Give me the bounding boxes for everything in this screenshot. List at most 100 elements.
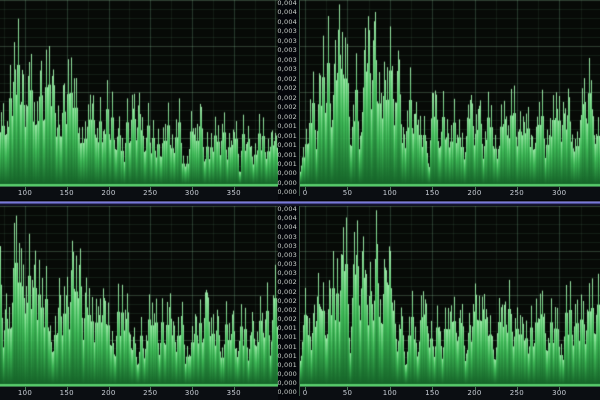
time-tick-label: 0 bbox=[302, 389, 308, 397]
waveform-canvas-bottom-left[interactable] bbox=[0, 206, 278, 386]
amplitude-tick-label: 0,001 bbox=[277, 122, 297, 131]
time-tick-label: 300 bbox=[552, 389, 567, 397]
amplitude-tick-label: 0,003 bbox=[277, 241, 297, 250]
time-tick-mark bbox=[25, 387, 27, 390]
amplitude-tick-label: 0,002 bbox=[277, 74, 297, 83]
waveform-canvas-top-right[interactable] bbox=[300, 0, 600, 186]
time-tick-label: 200 bbox=[467, 189, 482, 197]
amplitude-tick-label: 0,001 bbox=[277, 324, 297, 333]
time-tick-label: 150 bbox=[59, 189, 74, 197]
time-tick-label: 100 bbox=[382, 389, 397, 397]
waveform-canvas-bottom-right[interactable] bbox=[300, 206, 600, 386]
time-tick-mark bbox=[192, 187, 193, 190]
amplitude-tick-label: 0,000 bbox=[277, 379, 297, 388]
amplitude-tick-label: 0,004 bbox=[277, 214, 297, 223]
time-tick-mark bbox=[432, 387, 434, 390]
amplitude-tick-label: 0,004 bbox=[277, 223, 297, 232]
amplitude-tick-label: 0,002 bbox=[277, 305, 297, 314]
amplitude-tick-label: 0,002 bbox=[277, 315, 297, 324]
time-tick-label: 300 bbox=[552, 189, 567, 197]
time-tick-mark bbox=[559, 187, 561, 190]
amplitude-tick-label: 0,000 bbox=[277, 388, 297, 397]
time-axis-bottom-right[interactable]: 0 50 100 150 200 250 300 bbox=[300, 386, 600, 400]
amplitude-tick-label: 0,000 bbox=[277, 188, 297, 197]
time-tick-mark bbox=[559, 387, 561, 390]
amplitude-tick-label: 0,003 bbox=[277, 65, 297, 74]
time-tick-label: 150 bbox=[59, 389, 74, 397]
amplitude-tick-label: 0,001 bbox=[277, 333, 297, 342]
time-tick-label: 200 bbox=[101, 189, 116, 197]
amplitude-tick-label: 0,003 bbox=[277, 232, 297, 241]
amplitude-tick-label: 0,002 bbox=[277, 287, 297, 296]
time-tick-mark bbox=[432, 187, 434, 190]
time-tick-label: 300 bbox=[184, 389, 200, 397]
waveform-canvas-top-left[interactable] bbox=[0, 0, 278, 186]
amplitude-tick-label: 0,004 bbox=[277, 0, 297, 7]
amplitude-tick-label: 0,000 bbox=[277, 178, 297, 187]
amplitude-ruler-bottom[interactable]: 0,004 0,004 0,004 0,003 0,003 0,003 0,003 0,003… bbox=[277, 205, 300, 397]
time-tick-mark bbox=[108, 187, 110, 190]
waveform-panel-top-left[interactable] bbox=[0, 0, 278, 186]
time-axis-top-right[interactable]: 0 50 100 150 200 250 300 bbox=[300, 186, 600, 201]
time-tick-mark bbox=[347, 387, 349, 390]
time-tick-mark bbox=[192, 387, 193, 390]
time-tick-label: 150 bbox=[425, 189, 440, 197]
time-tick-label: 100 bbox=[382, 189, 397, 197]
amplitude-tick-label: 0,000 bbox=[277, 169, 297, 178]
amplitude-tick-label: 0,001 bbox=[277, 150, 297, 159]
time-tick-mark bbox=[150, 387, 152, 390]
amplitude-tick-label: 0,002 bbox=[277, 84, 297, 93]
time-tick-mark bbox=[66, 187, 68, 190]
time-tick-mark bbox=[347, 187, 349, 190]
time-tick-mark bbox=[233, 387, 235, 390]
time-tick-mark bbox=[389, 187, 391, 190]
time-tick-label: 0 bbox=[302, 189, 308, 197]
amplitude-tick-label: 0,002 bbox=[277, 278, 297, 287]
time-tick-mark bbox=[474, 187, 476, 190]
time-tick-label: 150 bbox=[425, 389, 440, 397]
time-axis-top-left[interactable]: 100 150 200 250 300 350 bbox=[0, 186, 278, 201]
amplitude-tick-label: 0,003 bbox=[277, 27, 297, 36]
amplitude-tick-label: 0,002 bbox=[277, 103, 297, 112]
amplitude-tick-label: 0,002 bbox=[277, 296, 297, 305]
amplitude-tick-label: 0,003 bbox=[277, 46, 297, 55]
time-tick-mark bbox=[474, 387, 476, 390]
time-tick-label: 250 bbox=[509, 189, 525, 197]
amplitude-tick-label: 0,004 bbox=[277, 8, 297, 17]
time-tick-label: 50 bbox=[342, 189, 353, 197]
time-tick-label: 100 bbox=[17, 389, 33, 397]
time-tick-label: 200 bbox=[467, 389, 482, 397]
time-tick-label: 350 bbox=[226, 189, 241, 197]
time-tick-label: 50 bbox=[342, 389, 353, 397]
time-tick-mark bbox=[233, 187, 235, 190]
amplitude-tick-label: 0,003 bbox=[277, 269, 297, 278]
row-separator-line bbox=[0, 200, 600, 206]
amplitude-tick-label: 0,001 bbox=[277, 159, 297, 168]
waveform-panel-top-right[interactable] bbox=[300, 0, 600, 186]
amplitude-ruler-top[interactable]: 0,004 0,004 0,004 0,003 0,003 0,003 0,003 0,003… bbox=[277, 0, 300, 197]
waveform-panel-bottom-left[interactable] bbox=[0, 206, 278, 386]
time-tick-label: 250 bbox=[509, 389, 525, 397]
amplitude-tick-label: 0,004 bbox=[277, 17, 297, 26]
time-tick-mark bbox=[516, 187, 518, 190]
amplitude-tick-label: 0,002 bbox=[277, 93, 297, 102]
time-tick-mark bbox=[389, 387, 391, 390]
time-tick-mark bbox=[516, 387, 518, 390]
time-tick-label: 350 bbox=[226, 389, 241, 397]
amplitude-tick-label: 0,001 bbox=[277, 342, 297, 351]
amplitude-tick-label: 0,003 bbox=[277, 250, 297, 259]
amplitude-tick-label: 0,002 bbox=[277, 112, 297, 121]
time-axis-bottom-left[interactable]: 100 150 200 250 300 350 bbox=[0, 386, 278, 400]
time-tick-label: 250 bbox=[143, 189, 158, 197]
amplitude-tick-label: 0,000 bbox=[277, 370, 297, 379]
amplitude-tick-label: 0,003 bbox=[277, 260, 297, 269]
time-tick-mark bbox=[25, 187, 27, 190]
amplitude-tick-label: 0,001 bbox=[277, 141, 297, 150]
amplitude-tick-label: 0,003 bbox=[277, 36, 297, 45]
amplitude-tick-label: 0,004 bbox=[277, 205, 297, 213]
amplitude-tick-label: 0,001 bbox=[277, 360, 297, 369]
waveform-panel-bottom-right[interactable] bbox=[300, 206, 600, 386]
amplitude-tick-label: 0,003 bbox=[277, 55, 297, 64]
time-tick-label: 100 bbox=[17, 189, 33, 197]
